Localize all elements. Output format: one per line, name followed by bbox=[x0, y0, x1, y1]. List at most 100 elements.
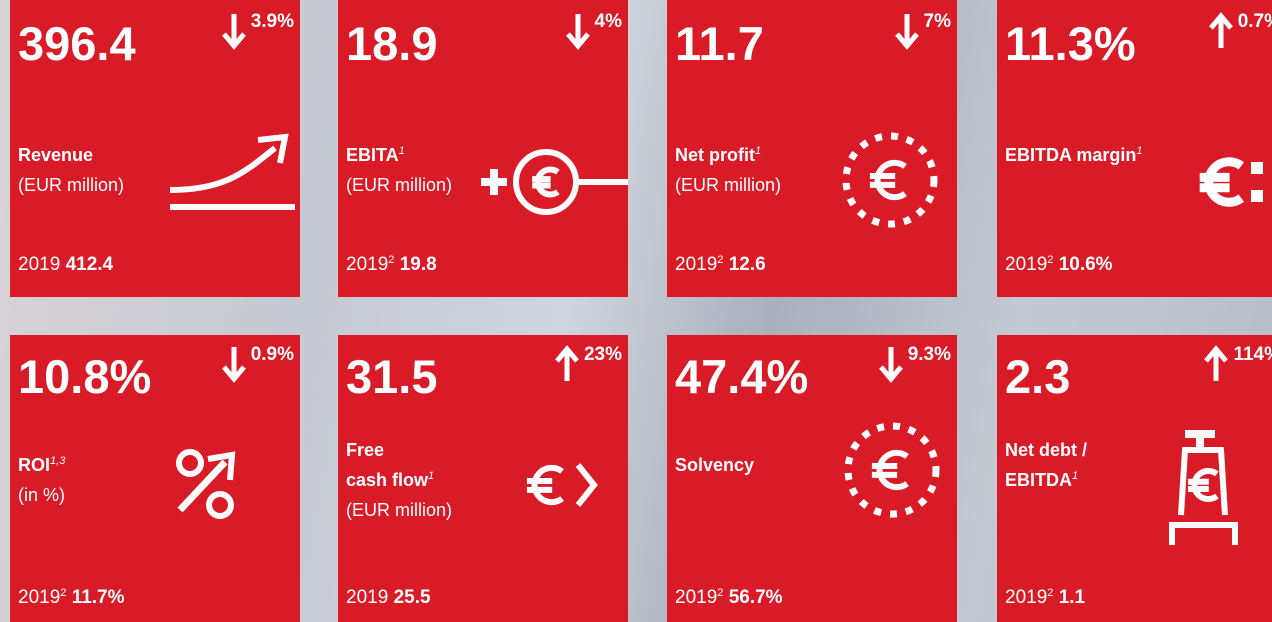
prior-year: 2019 bbox=[1005, 254, 1048, 275]
prior-value: 10.6% bbox=[1058, 254, 1113, 275]
kpi-tile: 11.7 7% Net profit1 (EUR million) 20192 12.6 bbox=[667, 0, 957, 297]
kpi-icon bbox=[169, 133, 295, 210]
kpi-icon bbox=[844, 422, 940, 518]
prior-year: 2019 bbox=[18, 587, 61, 608]
change-text: 4% bbox=[594, 11, 622, 32]
label-line: cash flow1 bbox=[346, 470, 435, 490]
prior-year: 2019 bbox=[346, 587, 389, 608]
kpi-label: Revenue (EUR million) bbox=[18, 140, 124, 200]
change-text: 23% bbox=[583, 344, 622, 365]
prior-year: 2019 bbox=[675, 587, 718, 608]
trend-arrow bbox=[555, 345, 579, 381]
kpi-unit: (EUR million) bbox=[18, 175, 125, 195]
kpi-change: 114% bbox=[1203, 345, 1272, 383]
prior-footnote: 2 bbox=[1047, 587, 1054, 599]
change-text: 114% bbox=[1233, 344, 1272, 365]
kpi-label: Net profit1 (EUR million) bbox=[675, 140, 781, 200]
kpi-prior: 20192 56.7% bbox=[675, 587, 783, 608]
label-line: Revenue bbox=[18, 145, 94, 165]
label-footnote: 1 bbox=[1136, 145, 1143, 157]
trend-arrow bbox=[894, 14, 919, 50]
prior-value: 25.5 bbox=[393, 587, 431, 608]
kpi-change: 4% bbox=[565, 12, 622, 50]
label-line: EBITA1 bbox=[346, 145, 405, 165]
prior-footnote: 2 bbox=[1047, 254, 1054, 266]
kpi-change: 3.9% bbox=[221, 12, 294, 50]
kpi-label: Net debt / EBITDA1 bbox=[1005, 435, 1087, 495]
kpi-tile: 31.5 23% Free cash flow1 (EUR million) 2019 2… bbox=[338, 335, 628, 622]
prior-footnote: 2 bbox=[717, 587, 724, 599]
kpi-label: EBITA1 (EUR million) bbox=[346, 140, 452, 200]
kpi-tile: 10.8% 0.9% ROI1,3 (in %) 20192 11.7% bbox=[10, 335, 300, 622]
prior-value: 1.1 bbox=[1058, 587, 1086, 608]
prior-footnote: 2 bbox=[717, 254, 724, 266]
label-line: Net debt / bbox=[1005, 440, 1088, 460]
kpi-change: 7% bbox=[894, 12, 951, 50]
kpi-prior: 20192 11.7% bbox=[18, 587, 125, 608]
prior-year: 2019 bbox=[346, 254, 389, 275]
kpi-label: ROI1,3 (in %) bbox=[18, 450, 65, 510]
label-footnote: 1 bbox=[755, 145, 762, 157]
prior-value: 12.6 bbox=[728, 254, 766, 275]
trend-arrow bbox=[1204, 345, 1229, 381]
kpi-prior: 2019 412.4 bbox=[18, 255, 113, 274]
change-text: 0.9% bbox=[250, 344, 294, 365]
kpi-value: 10.8% bbox=[18, 350, 152, 403]
kpi-value: 31.5 bbox=[346, 350, 438, 403]
label-line: ROI1,3 bbox=[18, 455, 66, 475]
kpi-value: 18.9 bbox=[346, 17, 438, 70]
kpi-unit: (in %) bbox=[18, 485, 66, 505]
label-footnote: 1 bbox=[398, 145, 405, 157]
prior-year: 2019 bbox=[18, 254, 61, 275]
prior-footnote: 2 bbox=[60, 587, 67, 599]
kpi-icon bbox=[481, 149, 628, 215]
kpi-change: 9.3% bbox=[878, 345, 951, 383]
prior-year: 2019 bbox=[1005, 587, 1048, 608]
label-footnote: 1 bbox=[428, 470, 435, 482]
trend-arrow bbox=[1208, 12, 1233, 48]
kpi-icon bbox=[1169, 430, 1238, 545]
prior-value: 56.7% bbox=[728, 587, 783, 608]
label-line: EBITDA margin1 bbox=[1005, 145, 1143, 165]
kpi-prior: 20192 1.1 bbox=[1005, 587, 1086, 608]
change-text: 3.9% bbox=[250, 11, 294, 32]
kpi-unit: (EUR million) bbox=[675, 175, 782, 195]
kpi-prior: 20192 10.6% bbox=[1005, 254, 1113, 275]
prior-value: 412.4 bbox=[65, 254, 114, 275]
kpi-value: 396.4 bbox=[18, 17, 136, 70]
kpi-tile: 47.4% 9.3% Solvency 20192 56.7% bbox=[667, 335, 957, 622]
kpi-prior: 20192 19.8 bbox=[346, 254, 437, 275]
kpi-unit: (EUR million) bbox=[346, 175, 453, 195]
kpi-tile: 18.9 4% EBITA1 (EUR million) 20192 19.8 bbox=[338, 0, 628, 297]
kpi-label: Free cash flow1 (EUR million) bbox=[346, 435, 452, 525]
trend-arrow bbox=[221, 347, 246, 383]
kpi-value: 11.7 bbox=[675, 17, 764, 70]
kpi-icon bbox=[176, 449, 236, 519]
change-text: 7% bbox=[923, 11, 951, 32]
kpi-label: EBITDA margin1 bbox=[1005, 140, 1142, 170]
kpi-label: Solvency bbox=[675, 450, 754, 480]
label-line: Solvency bbox=[675, 455, 755, 475]
kpi-change: 0.9% bbox=[221, 345, 294, 383]
label-footnote: 1 bbox=[1072, 470, 1079, 482]
kpi-change: 23% bbox=[554, 345, 622, 383]
prior-value: 19.8 bbox=[399, 254, 437, 275]
kpi-unit: (EUR million) bbox=[346, 500, 453, 520]
label-line: Free bbox=[346, 440, 385, 460]
prior-value: 11.7% bbox=[71, 587, 125, 608]
kpi-prior: 20192 12.6 bbox=[675, 254, 766, 275]
label-line: Net profit1 bbox=[675, 145, 762, 165]
trend-arrow bbox=[221, 14, 246, 50]
kpi-icon bbox=[1199, 157, 1263, 207]
kpi-icon bbox=[842, 132, 938, 228]
kpi-value: 11.3% bbox=[1005, 17, 1136, 70]
kpi-value: 47.4% bbox=[675, 350, 809, 403]
prior-footnote: 2 bbox=[388, 254, 395, 266]
kpi-tile: 396.4 3.9% Revenue (EUR million) 2019 412.4 bbox=[10, 0, 300, 297]
trend-arrow bbox=[878, 347, 903, 383]
trend-arrow bbox=[565, 14, 590, 50]
kpi-change: 0.7% bbox=[1208, 12, 1272, 50]
label-footnote: 1,3 bbox=[50, 455, 66, 467]
prior-year: 2019 bbox=[675, 254, 718, 275]
